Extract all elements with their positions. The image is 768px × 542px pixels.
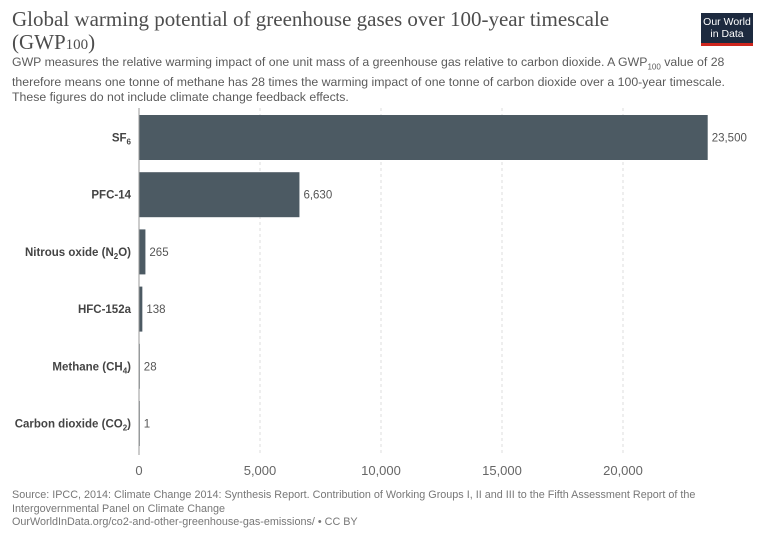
category-label: Methane (CH4) xyxy=(52,361,131,375)
source-url[interactable]: OurWorldInData.org/co2-and-other-greenho… xyxy=(12,516,358,528)
owid-logo[interactable]: Our World in Data xyxy=(701,13,753,46)
category-label: HFC-152a xyxy=(78,304,132,316)
value-label: 23,500 xyxy=(712,133,747,145)
x-tick-label: 15,000 xyxy=(482,463,522,478)
category-label: Nitrous oxide (N2O) xyxy=(25,247,131,261)
category-label: Carbon dioxide (CO2) xyxy=(15,419,131,433)
category-label: SF6 xyxy=(112,133,132,147)
value-label: 1 xyxy=(144,419,150,431)
value-label: 138 xyxy=(146,304,165,316)
title-text: Global warming potential of greenhouse g… xyxy=(12,7,610,54)
logo-line1: Our World xyxy=(703,16,751,28)
bar xyxy=(139,229,146,275)
chart-subtitle: GWP measures the relative warming impact… xyxy=(12,55,752,106)
value-label: 265 xyxy=(149,247,168,259)
bar xyxy=(139,286,143,332)
x-tick-label: 10,000 xyxy=(361,463,401,478)
x-tick-label: 0 xyxy=(135,463,142,478)
logo-line2: in Data xyxy=(710,28,744,40)
category-label: PFC-14 xyxy=(91,190,131,202)
title-end: ) xyxy=(88,30,96,54)
value-label: 6,630 xyxy=(303,190,332,202)
value-label: 28 xyxy=(144,361,157,373)
title-subscript: 100 xyxy=(65,37,89,53)
chart-title: Global warming potential of greenhouse g… xyxy=(12,8,652,57)
x-tick-label: 20,000 xyxy=(603,463,643,478)
subtitle-subscript: 100 xyxy=(647,62,661,72)
chart-footer: Source: IPCC, 2014: Climate Change 2014:… xyxy=(12,489,762,530)
bar xyxy=(139,115,708,160)
subtitle-text-b: value of 28 therefore means one tonne of… xyxy=(12,55,725,105)
subtitle-text-a: GWP measures the relative warming impact… xyxy=(12,55,648,69)
bar xyxy=(139,172,300,218)
x-tick-label: 5,000 xyxy=(244,463,277,478)
source-text: Source: IPCC, 2014: Climate Change 2014:… xyxy=(12,489,696,515)
